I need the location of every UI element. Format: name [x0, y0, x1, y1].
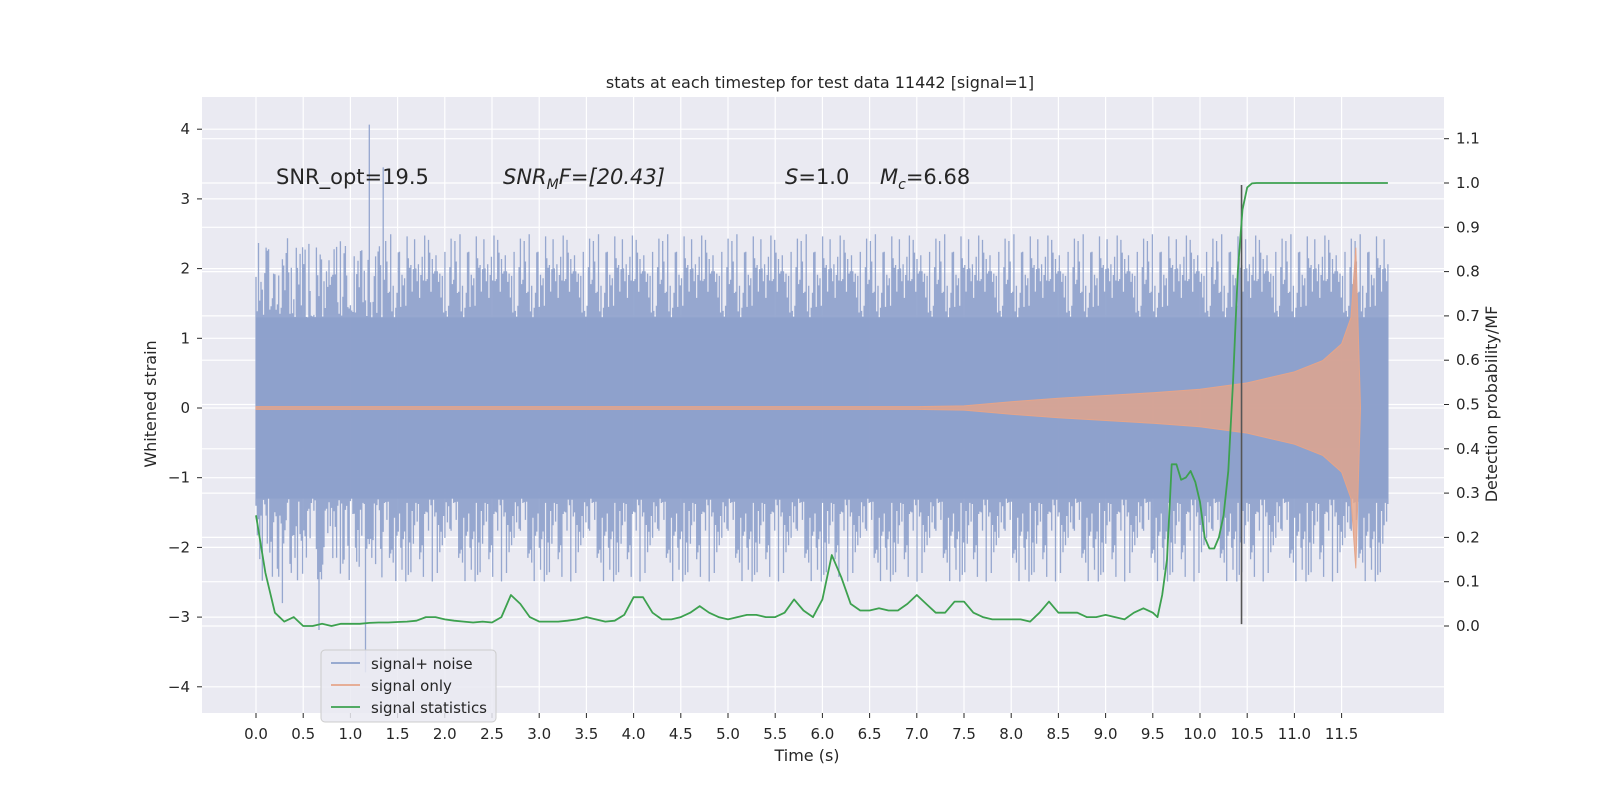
x-tick-label: 2.0: [433, 725, 457, 743]
snr-opt-annotation: SNR_opt=19.5: [276, 165, 429, 190]
y2-tick-label: 0.8: [1456, 263, 1480, 281]
y-tick-label: 1: [180, 329, 190, 347]
x-tick-label: 11.0: [1278, 725, 1311, 743]
mc-var: M: [880, 165, 898, 189]
x-tick-label: 5.0: [716, 725, 740, 743]
y2-tick-label: 0.4: [1456, 440, 1480, 458]
x-tick-label: 8.0: [999, 725, 1023, 743]
s-annotation: S=1.0: [785, 165, 849, 189]
x-tick-label: 4.0: [622, 725, 646, 743]
snr-mf-annotation: SNRMF=[20.43]: [503, 165, 665, 193]
legend-box: [320, 649, 497, 723]
s-val: =1.0: [798, 165, 849, 189]
y-tick-label: 4: [180, 120, 190, 138]
y-tick-label: 0: [180, 399, 190, 417]
x-tick-label: 0.0: [244, 725, 268, 743]
mc-annotation: Mc=6.68: [880, 165, 970, 193]
x-tick-label: 1.5: [386, 725, 410, 743]
legend-label-noise: signal+ noise: [371, 655, 473, 673]
x-tick-label: 8.5: [1046, 725, 1070, 743]
y2-tick-label: 1.1: [1456, 130, 1480, 148]
x-tick-label: 6.5: [858, 725, 882, 743]
x-tick-label: 0.5: [291, 725, 315, 743]
legend: signal+ noise signal only signal statist…: [320, 649, 497, 723]
x-tick-label: 3.0: [527, 725, 551, 743]
y-tick-label: −4: [168, 678, 190, 696]
x-tick-label: 3.5: [574, 725, 598, 743]
x-tick-label: 2.5: [480, 725, 504, 743]
y2-tick-label: 0.9: [1456, 218, 1480, 236]
mc-val: =6.68: [906, 165, 970, 189]
snr-mf-base: SNR: [503, 165, 547, 189]
x-tick-label: 7.5: [952, 725, 976, 743]
x-tick-label: 9.5: [1141, 725, 1165, 743]
y2-tick-label: 0.5: [1456, 396, 1480, 414]
y2-axis-label: Detection probability/MF: [1482, 306, 1501, 503]
snr-mf-tail: F=[20.43]: [559, 165, 665, 189]
y2-tick-label: 0.7: [1456, 307, 1480, 325]
x-tick-label: 6.0: [810, 725, 834, 743]
x-tick-label: 9.0: [1094, 725, 1118, 743]
y-tick-label: −2: [168, 538, 190, 556]
x-tick-label: 5.5: [763, 725, 787, 743]
signal-only-series: [255, 247, 1362, 569]
y-tick-label: 3: [180, 190, 190, 208]
y2-tick-label: 0.2: [1456, 528, 1480, 546]
x-axis-label: Time (s): [773, 746, 839, 765]
y2-tick-label: 0.0: [1456, 617, 1480, 635]
legend-label-stats: signal statistics: [371, 699, 487, 717]
x-tick-label: 1.0: [338, 725, 362, 743]
signal-statistics-series: [255, 182, 1388, 627]
x-tick-label: 10.0: [1183, 725, 1216, 743]
x-tick-label: 11.5: [1325, 725, 1358, 743]
y2-tick-label: 0.3: [1456, 484, 1480, 502]
y2-tick-label: 0.6: [1456, 351, 1480, 369]
x-tick-label: 10.5: [1230, 725, 1263, 743]
y-tick-label: 2: [180, 260, 190, 278]
x-tick-label: 7.0: [905, 725, 929, 743]
y2-tick-label: 1.0: [1456, 174, 1480, 192]
y-axis-label: Whitened strain: [141, 340, 160, 467]
s-var: S: [785, 165, 798, 189]
mc-sub: c: [898, 177, 906, 193]
snr-mf-sub: M: [547, 177, 559, 193]
chart-title: stats at each timestep for test data 114…: [606, 73, 1034, 92]
legend-label-signal: signal only: [371, 677, 452, 695]
x-tick-label: 4.5: [669, 725, 693, 743]
y2-tick-label: 0.1: [1456, 573, 1480, 591]
y-tick-label: −1: [168, 469, 190, 487]
y-tick-label: −3: [168, 608, 190, 626]
